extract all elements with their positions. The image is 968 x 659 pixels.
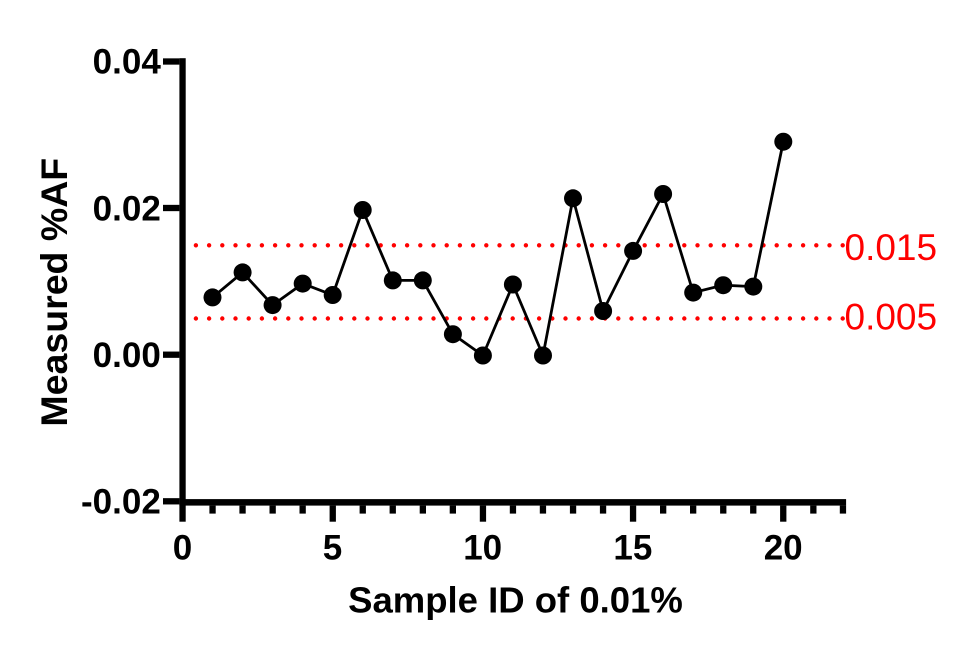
svg-text:0.015: 0.015 (845, 227, 938, 268)
svg-text:10: 10 (463, 529, 502, 568)
svg-text:0.02: 0.02 (93, 189, 161, 228)
svg-text:5: 5 (323, 529, 342, 568)
svg-text:Measured %AF: Measured %AF (33, 158, 75, 427)
svg-text:20: 20 (764, 529, 803, 568)
svg-text:0: 0 (173, 529, 192, 568)
svg-text:Sample ID of 0.01%: Sample ID of 0.01% (348, 580, 683, 621)
svg-text:0.04: 0.04 (93, 43, 162, 82)
svg-text:15: 15 (613, 529, 652, 568)
svg-text:0.005: 0.005 (845, 297, 938, 338)
svg-text:-0.02: -0.02 (81, 483, 161, 522)
svg-text:0.00: 0.00 (93, 336, 161, 375)
